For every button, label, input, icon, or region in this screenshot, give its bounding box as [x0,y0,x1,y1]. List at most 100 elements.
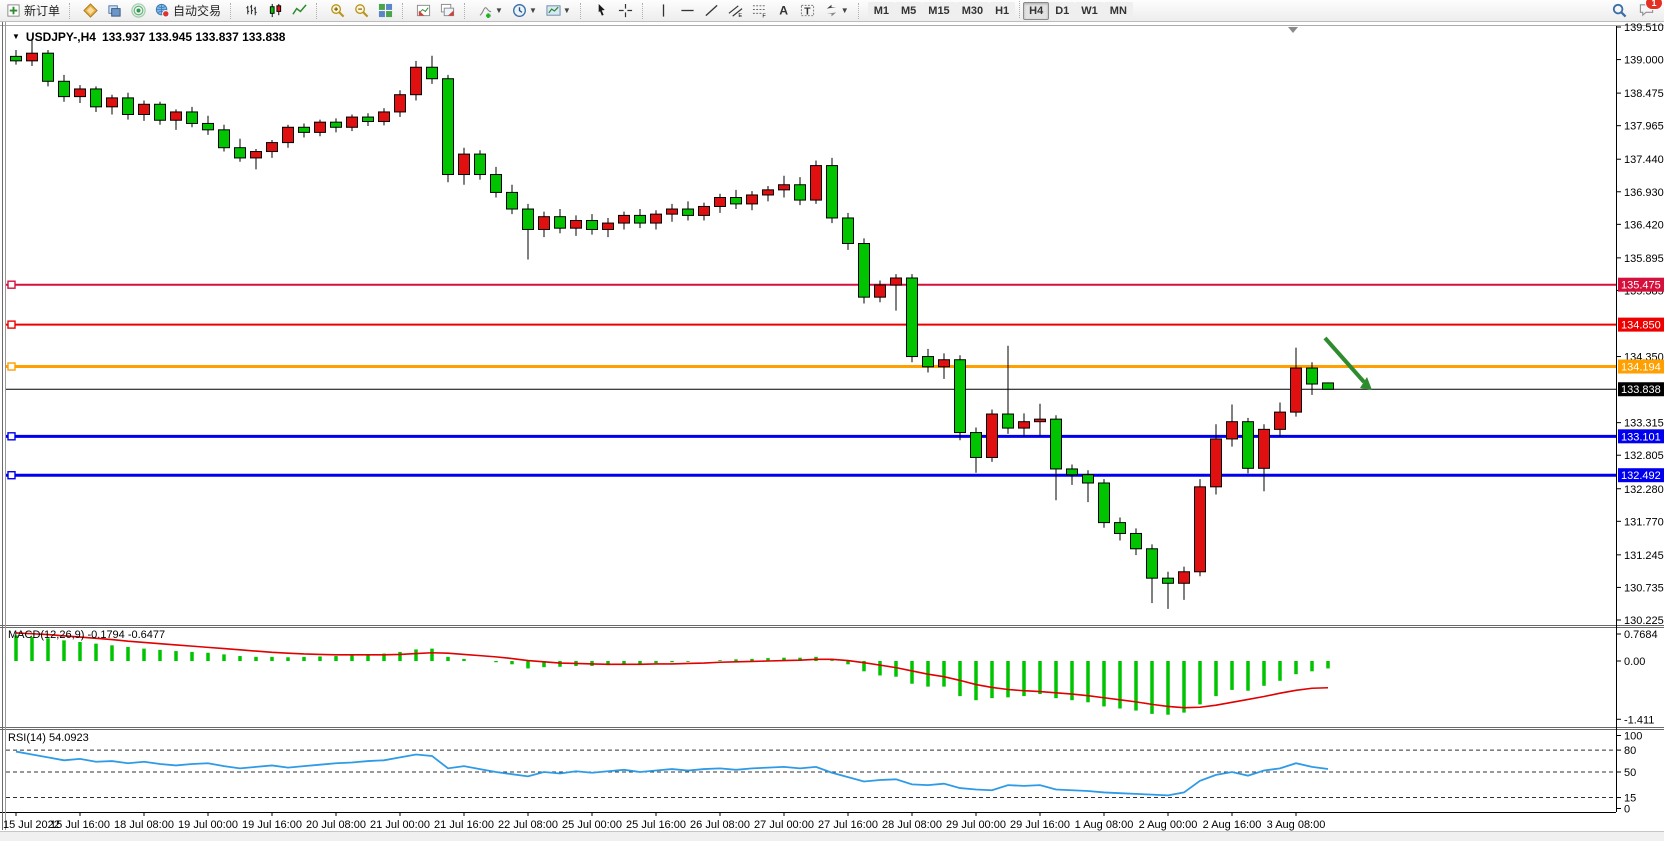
timeframe-button-m30[interactable]: M30 [955,2,990,20]
timeframe-button-h4[interactable]: H4 [1023,2,1050,20]
period-clock-icon [512,3,527,18]
mql5-button[interactable] [79,1,102,20]
chart-canvas[interactable]: 139.510 139.000 138.475 137.965 137.440 136.9… [0,22,1664,832]
notification-badge: 1 [1645,0,1663,10]
horizontal-lines-layer [6,280,1616,480]
cursor-icon [594,3,609,18]
trendline-icon [704,3,719,18]
svg-text:21 Jul 00:00: 21 Jul 00:00 [370,819,430,831]
svg-text:26 Jul 08:00: 26 Jul 08:00 [690,819,750,831]
svg-text:T: T [804,6,811,17]
channel-icon: E [728,3,743,18]
svg-text:21 Jul 16:00: 21 Jul 16:00 [434,819,494,831]
mql5-icon [83,3,98,18]
indicator-add-icon [478,3,493,18]
toolbar-separator [579,2,586,19]
vertical-line-button[interactable] [652,1,675,20]
timeframe-button-m1[interactable]: M1 [867,2,895,20]
cursor-button[interactable] [590,1,613,20]
svg-text:132.492: 132.492 [1621,470,1661,482]
svg-text:18 Jul 08:00: 18 Jul 08:00 [114,819,174,831]
chart-shift-marker [1288,27,1298,33]
timeframe-button-h1[interactable]: H1 [989,2,1016,20]
zoom-out-icon [354,3,369,18]
svg-text:133.101: 133.101 [1621,431,1661,443]
new-order-button[interactable]: 新订单 [2,1,64,20]
periods-button[interactable]: ▼ [508,1,541,20]
timeframe-button-d1[interactable]: D1 [1049,2,1076,20]
svg-text:A: A [779,4,788,18]
macd-label: MACD(12,26,9) -0.1794 -0.6477 [8,629,166,641]
zoom-out-button[interactable] [350,1,373,20]
svg-text:1 Aug 08:00: 1 Aug 08:00 [1075,819,1134,831]
macd-pane: 0.7684 0.00 -1.411 [14,629,1658,726]
svg-text:25 Jul 16:00: 25 Jul 16:00 [626,819,686,831]
line-chart-icon [292,3,307,18]
svg-text:134.850: 134.850 [1621,320,1661,332]
svg-text:22 Jul 08:00: 22 Jul 08:00 [498,819,558,831]
timeframe-button-m15[interactable]: M15 [922,2,956,20]
tile-windows-button[interactable] [374,1,397,20]
svg-text:19 Jul 00:00: 19 Jul 00:00 [178,819,238,831]
svg-text:137.440: 137.440 [1624,154,1664,166]
new-order-label: 新订单 [24,4,61,18]
text-label-button[interactable]: T [796,1,819,20]
zoom-in-button[interactable] [326,1,349,20]
line-chart-button[interactable] [288,1,311,20]
timeframe-bar: M1 M5 M15 M30 H1 H4 D1 W1 MN [867,1,1133,20]
signals-button[interactable] [127,1,150,20]
chart-symbol-title: USDJPY-,H4 [25,30,96,44]
svg-text:19 Jul 16:00: 19 Jul 16:00 [242,819,302,831]
svg-text:20 Jul 08:00: 20 Jul 08:00 [306,819,366,831]
timeframe-button-w1[interactable]: W1 [1075,2,1104,20]
timeframe-button-m5[interactable]: M5 [895,2,923,20]
indicators-button[interactable]: ▼ [474,1,507,20]
toolbar: 新订单 自动交易 ▼ ▼ ▼ E F A T ▼ [0,0,1664,22]
crosshair-button[interactable] [614,1,637,20]
svg-text:100: 100 [1624,731,1642,743]
svg-text:0.00: 0.00 [1624,656,1645,668]
svg-text:80: 80 [1624,745,1636,757]
toolbar-separator [1019,1,1021,18]
svg-text:135.895: 135.895 [1624,253,1664,265]
svg-text:133.838: 133.838 [1621,384,1661,396]
chevron-down-icon: ▼ [528,6,537,15]
search-button[interactable] [1608,1,1631,20]
channel-button[interactable]: E [724,1,747,20]
svg-text:50: 50 [1624,767,1636,779]
candlestick-chart-button[interactable] [264,1,287,20]
virtual-hosting-button[interactable] [103,1,126,20]
virtual-hosting-icon [107,3,122,18]
text-button[interactable]: A [772,1,795,20]
bars-chart-button[interactable] [240,1,263,20]
annotation-arrow [1323,336,1366,384]
autotrade-button[interactable]: 自动交易 [151,1,225,20]
svg-text:131.770: 131.770 [1624,516,1664,528]
templates-button[interactable]: ▼ [542,1,575,20]
toolbar-separator [857,2,864,19]
arrows-button[interactable]: ▼ [820,1,853,20]
tile-windows-icon [378,3,393,18]
cascade-icon [440,3,455,18]
auto-arrange-button[interactable] [412,1,435,20]
horizontal-line-button[interactable] [676,1,699,20]
cascade-button[interactable] [436,1,459,20]
chart-title-bar[interactable]: ▼ USDJPY-,H4 133.937 133.945 133.837 133… [12,30,285,44]
svg-text:2 Aug 00:00: 2 Aug 00:00 [1139,819,1198,831]
autotrade-label: 自动交易 [173,4,222,18]
svg-text:132.805: 132.805 [1624,450,1664,462]
svg-text:130.225: 130.225 [1624,615,1664,627]
candlestick-chart-icon [268,3,283,18]
text-label-icon: T [800,3,815,18]
arrows-icon [824,3,839,18]
fibonacci-button[interactable]: F [748,1,771,20]
rsi-label: RSI(14) 54.0923 [8,732,89,744]
chart-ohlc-values: 133.937 133.945 133.837 133.838 [101,30,286,44]
text-icon: A [776,3,791,18]
trendline-button[interactable] [700,1,723,20]
svg-text:E: E [738,13,742,18]
timeframe-button-mn[interactable]: MN [1103,2,1133,20]
chevron-down-icon: ▼ [562,6,571,15]
